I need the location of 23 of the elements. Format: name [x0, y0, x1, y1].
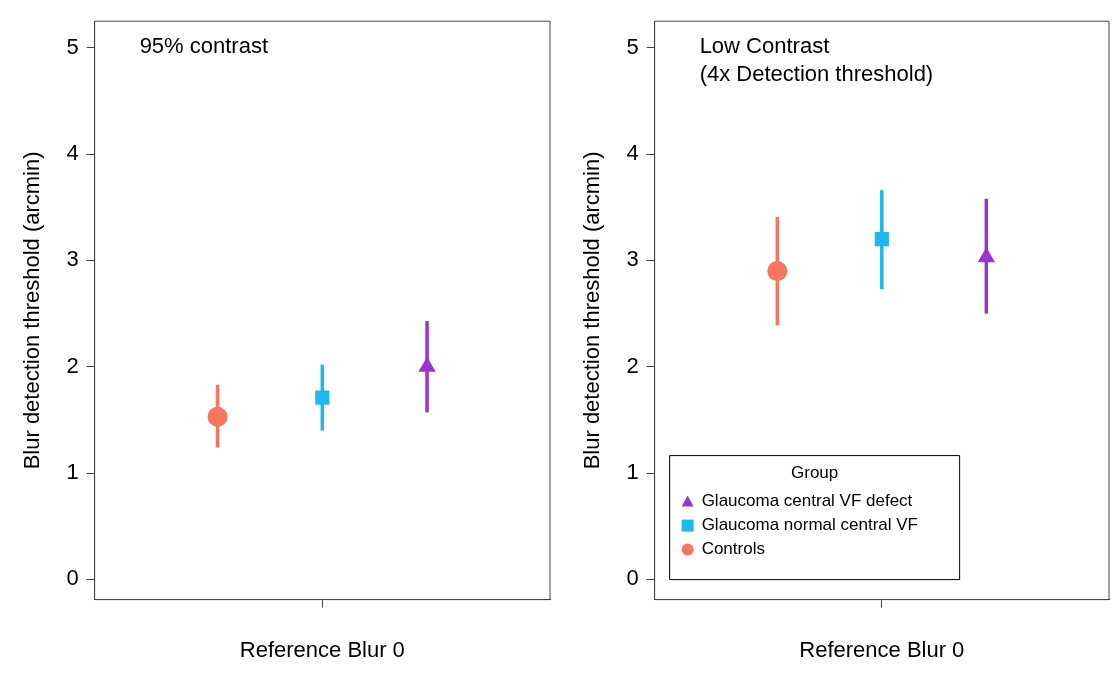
- legend-title: Group: [791, 463, 839, 483]
- y-tick-label: 2: [66, 352, 79, 378]
- legend-label: Glaucoma central VF defect: [701, 491, 913, 511]
- y-tick-label: 1: [66, 459, 79, 485]
- legend-label: Controls: [701, 539, 765, 559]
- annotation: (4x Detection threshold): [699, 61, 934, 87]
- y-tick-label: 0: [66, 565, 79, 591]
- y-tick-label: 5: [626, 33, 639, 59]
- y-tick-label: 2: [626, 352, 639, 378]
- annotation: 95% contrast: [139, 33, 269, 59]
- y-tick-label: 0: [626, 565, 639, 591]
- x-tick-label: Reference Blur 0: [239, 636, 405, 662]
- y-tick-label: 1: [626, 459, 639, 485]
- y-tick-label: 3: [626, 246, 639, 272]
- y-tick-label: 4: [626, 140, 639, 166]
- y-tick-label: 5: [66, 33, 79, 59]
- x-tick-label: Reference Blur 0: [799, 636, 965, 662]
- y-tick-label: 3: [66, 246, 79, 272]
- legend-label: Glaucoma normal central VF: [701, 515, 919, 535]
- y-axis-title: Blur detection threshold (arcmin): [579, 151, 605, 470]
- y-axis-title: Blur detection threshold (arcmin): [19, 151, 45, 470]
- annotation: Low Contrast: [699, 33, 830, 59]
- y-tick-label: 4: [66, 140, 79, 166]
